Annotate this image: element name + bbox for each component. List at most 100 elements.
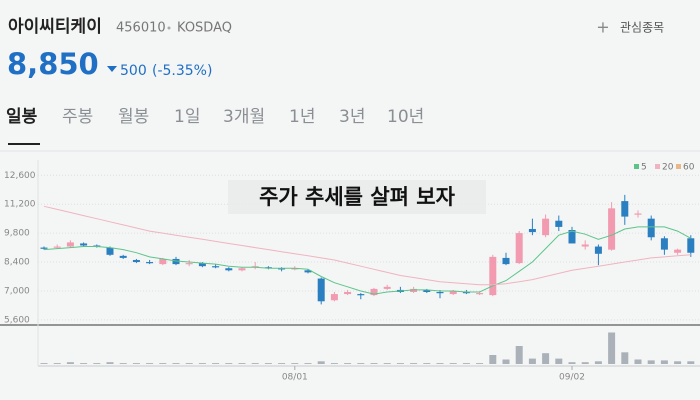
candle-body	[212, 266, 220, 268]
volume-bar	[581, 362, 589, 364]
candle-body	[317, 278, 325, 302]
moving-average-line	[43, 226, 692, 295]
legend-label: 20	[662, 163, 674, 173]
watch-button[interactable]: 관심종목	[620, 21, 664, 35]
volume-bar	[634, 359, 642, 364]
volume-bar	[476, 363, 484, 364]
volume-bar	[93, 363, 101, 364]
legend-swatch	[676, 164, 681, 169]
y-tick-label: 8,400	[4, 258, 30, 268]
volume-bar	[66, 362, 74, 364]
candle-body	[344, 292, 352, 295]
candle-body	[410, 288, 418, 293]
volume-bar	[278, 363, 286, 364]
volume-bar	[172, 363, 180, 364]
volume-bar	[198, 363, 206, 364]
volume-bar	[674, 361, 682, 364]
candle-body	[449, 290, 457, 295]
candle-body	[53, 246, 61, 248]
candle-body	[462, 292, 470, 294]
candle-body	[40, 247, 48, 249]
volume-bar	[80, 363, 88, 364]
volume-bar	[462, 363, 470, 364]
volume-bar	[212, 363, 220, 364]
tab[interactable]: 3년	[339, 107, 365, 127]
tab[interactable]: 1일	[174, 107, 200, 127]
banner: 주가 추세를 살펴 보자	[259, 185, 455, 209]
volume-bar	[528, 358, 536, 364]
candle-body	[660, 238, 668, 250]
tab[interactable]: 1년	[289, 107, 315, 127]
candle-body	[185, 263, 193, 265]
price-change-pct: (-5.35%)	[152, 63, 212, 79]
stock-name: 아이씨티케이	[8, 17, 102, 37]
candle-body	[594, 246, 602, 254]
candle-body	[106, 247, 114, 255]
candle-body	[647, 218, 655, 238]
candle-body	[198, 263, 206, 267]
volume-bar	[502, 359, 510, 364]
x-tick-label: 08/01	[282, 373, 308, 383]
volume-bar	[660, 360, 668, 364]
candle-body	[238, 268, 246, 271]
candle-body	[555, 220, 563, 227]
candle-body	[225, 268, 233, 271]
candle-body	[436, 292, 444, 294]
legend-swatch	[655, 164, 660, 169]
candle-body	[132, 259, 140, 263]
candle-body	[568, 230, 576, 244]
y-tick-label: 12,600	[4, 171, 36, 181]
volume-bar	[40, 363, 48, 364]
volume-bar	[264, 363, 272, 364]
stock-code: 456010	[116, 21, 166, 36]
candle-body	[542, 218, 550, 236]
volume-bar	[251, 363, 259, 364]
candle-body	[146, 262, 154, 264]
tab[interactable]: 일봉	[6, 107, 38, 127]
volume-bar	[423, 363, 431, 364]
candle-body	[674, 249, 682, 253]
banner-bg	[228, 180, 486, 214]
volume-bar	[555, 358, 563, 364]
candle-body	[278, 268, 286, 270]
candle-body	[634, 213, 642, 215]
volume-bar	[608, 332, 616, 364]
volume-bar	[647, 360, 655, 364]
volume-bar	[568, 362, 576, 364]
volume-bar	[238, 363, 246, 364]
candle-body	[621, 201, 629, 217]
candle-body	[119, 255, 127, 258]
candle-body	[330, 294, 338, 301]
legend-label: 5	[641, 163, 647, 173]
y-tick-label: 5,600	[4, 315, 30, 325]
down-arrow	[107, 66, 117, 72]
candle-body	[528, 228, 536, 233]
tab[interactable]: 주봉	[62, 107, 93, 127]
volume-bar	[132, 363, 140, 364]
volume-bar	[370, 363, 378, 364]
volume-bar	[159, 363, 167, 364]
volume-bar	[449, 363, 457, 364]
tab[interactable]: 월봉	[118, 107, 149, 127]
candle-body	[489, 256, 497, 296]
price-change: 500	[120, 63, 147, 79]
candle-body	[423, 289, 431, 293]
volume-bar	[489, 355, 497, 364]
plus-icon[interactable]: +	[596, 18, 609, 37]
candle-body	[291, 268, 299, 270]
volume-bar	[542, 353, 550, 364]
volume-bar	[119, 363, 127, 364]
y-tick-label: 9,800	[4, 229, 30, 239]
volume-bar	[594, 361, 602, 364]
x-tick-label: 09/02	[559, 373, 585, 383]
tab[interactable]: 3개월	[223, 107, 265, 127]
separator-dot	[167, 26, 171, 30]
volume-bar	[225, 363, 233, 364]
volume-bar	[146, 363, 154, 364]
tab[interactable]: 10년	[387, 107, 424, 127]
volume-bar	[304, 363, 312, 364]
y-tick-label: 7,000	[4, 286, 30, 296]
candle-body	[370, 288, 378, 296]
